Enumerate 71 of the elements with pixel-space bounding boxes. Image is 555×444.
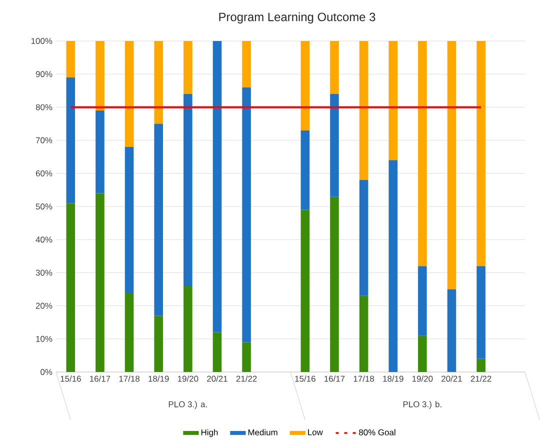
y-tick-label: 80% — [36, 104, 52, 110]
bar — [300, 130, 310, 210]
bar — [66, 40, 76, 78]
text: PLO 3.) a. — [168, 401, 207, 409]
y-tick-label: 10% — [36, 336, 52, 342]
bar — [476, 40, 486, 266]
x-tick-label: 18/19 — [383, 376, 404, 382]
bar — [184, 94, 192, 286]
legend-label: Medium — [248, 429, 278, 436]
bar — [447, 40, 456, 290]
x-tick-label: 15/16 — [60, 376, 81, 382]
x-tick-label: 16/17 — [324, 376, 345, 382]
bar — [359, 40, 368, 180]
bar — [330, 94, 339, 197]
legend-label: Low — [308, 429, 323, 436]
bar — [124, 146, 134, 293]
text: PLO 3.) b. — [403, 401, 442, 409]
bar — [476, 266, 486, 359]
x-tick-label: 21/22 — [470, 376, 492, 382]
legend-label: High — [201, 429, 218, 438]
bar — [184, 40, 192, 94]
x-tick-label: 19/20 — [178, 376, 198, 382]
bar — [418, 266, 427, 336]
bar — [300, 210, 310, 372]
y-tick-label: 60% — [36, 170, 52, 176]
bar — [66, 203, 76, 372]
bar — [66, 77, 76, 204]
bar — [330, 196, 339, 372]
bar — [418, 40, 427, 266]
bar — [300, 40, 310, 130]
bar — [242, 342, 251, 372]
x-tick-label: 17/18 — [354, 376, 374, 382]
x-tick-label: 20/21 — [207, 376, 228, 382]
y-tick-label: 100% — [31, 38, 52, 44]
y-tick-label: 0% — [40, 369, 52, 375]
bar — [330, 40, 339, 94]
x-tick-label: 18/19 — [148, 376, 169, 382]
bar — [124, 292, 134, 372]
bar — [359, 296, 368, 372]
bar — [96, 40, 104, 111]
y-tick-label: 90% — [36, 71, 52, 78]
legend-label: 80% Goal — [359, 429, 396, 436]
x-tick-label: 20/21 — [442, 376, 462, 382]
bar — [242, 40, 251, 88]
bar — [96, 193, 104, 372]
bar — [154, 40, 163, 124]
chart-title: Program Learning Outcome 3 — [219, 12, 376, 24]
bar — [96, 110, 104, 194]
bar — [184, 286, 192, 372]
y-tick-label: 40% — [36, 236, 52, 243]
bar — [212, 332, 222, 372]
bar — [388, 40, 398, 160]
bar — [154, 124, 163, 316]
y-tick-label: 50% — [36, 204, 52, 210]
y-tick-label: 70% — [36, 137, 52, 144]
y-tick-label: 30% — [36, 270, 52, 276]
x-tick-label: 15/16 — [295, 376, 316, 382]
bar — [447, 289, 456, 372]
bar — [476, 358, 486, 372]
bar — [242, 87, 251, 342]
bar — [359, 180, 368, 296]
y-tick-label: 20% — [36, 302, 52, 309]
bar — [154, 316, 163, 372]
x-tick-label: 21/22 — [236, 376, 257, 382]
bar — [388, 160, 398, 372]
bar — [418, 336, 427, 372]
x-tick-label: 16/17 — [90, 376, 110, 382]
bar — [212, 40, 222, 332]
x-tick-label: 19/20 — [412, 376, 433, 382]
bar — [124, 40, 134, 147]
x-tick-label: 17/18 — [119, 376, 140, 382]
